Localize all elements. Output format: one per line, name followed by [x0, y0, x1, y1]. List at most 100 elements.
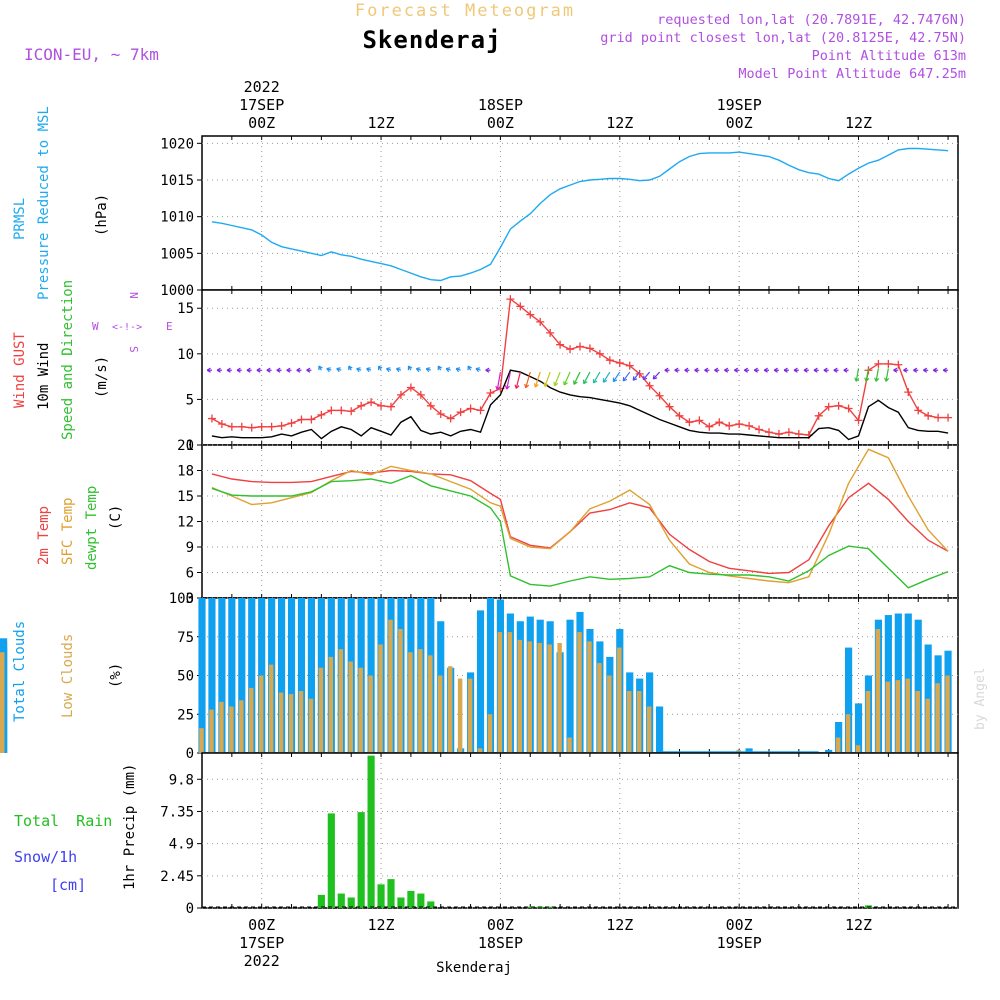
precipitation-bar-rain	[427, 901, 435, 908]
wind-arrow	[855, 368, 860, 382]
wind-arrow-head	[803, 367, 808, 373]
wind-arrow-head	[407, 365, 413, 371]
gust-point	[347, 407, 356, 416]
clouds-bar-low	[408, 652, 413, 753]
clouds-bar-total	[307, 598, 316, 753]
wind-arrow-head	[612, 377, 618, 383]
gust-point	[685, 418, 694, 427]
clouds-bar-low	[249, 687, 254, 753]
gust-point	[884, 359, 893, 368]
gust-point	[337, 406, 346, 415]
gust-point	[595, 349, 604, 358]
wind-frame	[201, 289, 959, 446]
wind-arrow-head	[296, 367, 301, 373]
gust-point	[745, 421, 754, 430]
wind-arrow	[885, 368, 889, 382]
clouds-bar-total	[297, 598, 306, 753]
gust-point	[814, 411, 823, 420]
wind-arrow-head	[642, 375, 648, 381]
clouds-bar-low	[945, 675, 950, 753]
wind-arrow	[593, 371, 601, 384]
wind-arrow-head	[356, 367, 361, 373]
precipitation-bar-rain	[367, 755, 375, 908]
gust-point	[635, 369, 644, 378]
wind-arrow-head	[377, 365, 383, 371]
gust-point	[277, 421, 286, 430]
wind-arrow-head	[475, 367, 481, 373]
wind-arrow-head	[942, 367, 947, 373]
wind-arrow-head	[326, 367, 331, 373]
point-altitude: Point Altitude 613m	[812, 48, 966, 64]
wind-arrow	[875, 368, 880, 382]
gust-point	[267, 422, 276, 431]
bottom-day-label: 17SEP	[239, 934, 284, 952]
clouds-bar-low	[457, 678, 463, 753]
wind-ytick-label-1: 5	[186, 392, 194, 408]
wind-arrow-head	[336, 367, 341, 373]
precipitation-panel: 0 2.45 4.9 7.35 9.8	[160, 752, 959, 917]
precipitation-bar-rain	[417, 893, 425, 908]
gust-point	[257, 422, 266, 431]
gust-point	[327, 406, 336, 415]
prmsl-label: PRMSL	[12, 198, 28, 240]
gust-point	[396, 390, 405, 399]
wind-panel: 0 5 10 15	[177, 289, 959, 454]
temperature-panel: 3 6 9 12 15 18 21	[177, 438, 959, 607]
gust-point	[735, 420, 744, 429]
snow-label: Snow/1h	[14, 848, 77, 866]
compass-w: W	[92, 320, 99, 333]
wind-arrow-head	[622, 376, 628, 382]
clouds-ytick-label-1: 25	[177, 707, 194, 723]
top-day-label: 19SEP	[717, 96, 762, 114]
wind-arrow	[652, 371, 661, 380]
top-hour-label: 12Z	[845, 114, 872, 132]
clouds-bar-low	[298, 691, 304, 753]
clouds-bar-low	[905, 678, 911, 753]
gust-point	[377, 401, 386, 410]
clouds-bar-low	[288, 694, 294, 753]
wind-line-wind	[211, 369, 949, 441]
gust-point	[755, 425, 764, 434]
pressure-labels: PRMSL Pressure Reduced to MSL (hPa)	[12, 106, 110, 300]
wind-arrow-head	[874, 377, 880, 382]
pressure-ytick-label-0: 1000	[160, 283, 194, 299]
wind-arrow-head	[734, 367, 739, 373]
clouds-bar-low	[199, 728, 204, 753]
clouds-bar-low	[368, 675, 373, 753]
gust-point	[944, 413, 953, 422]
gust-point	[536, 317, 545, 326]
precipitation-bar-rain	[347, 897, 355, 908]
wind-arrow-head	[724, 367, 729, 373]
pressure-ytick-label-4: 1020	[160, 136, 194, 152]
temperature-ytick-label-2: 9	[186, 540, 194, 556]
precip-axis-label: 1hr Precip (mm)	[122, 764, 138, 890]
temperature-ytick-label-3: 12	[177, 515, 194, 531]
gust-point	[615, 358, 624, 367]
bottom-year-label: 2022	[244, 952, 280, 970]
pressure-panel: 1000 1005 1010 1015 1020	[160, 135, 959, 299]
gust-point	[705, 422, 714, 431]
wind-arrow-head	[366, 367, 371, 373]
clouds-ytick-label-3: 75	[177, 630, 194, 646]
clouds-bar-low	[577, 632, 582, 753]
gust-point	[585, 344, 594, 353]
wind-arrow-head	[415, 367, 421, 373]
wind-arrow-head	[884, 377, 890, 382]
clouds-bar-low	[557, 642, 562, 753]
total-clouds-label: Total Clouds	[12, 621, 28, 722]
clouds-bar-low	[935, 683, 940, 753]
wind-arrow-head	[652, 374, 658, 380]
model-altitude: Model Point Altitude 647.25m	[738, 66, 966, 82]
wind-arrow-head	[306, 367, 311, 373]
clouds-bar-total	[238, 598, 246, 753]
clouds-bar-low	[308, 698, 314, 753]
gust-point	[854, 416, 863, 425]
clouds-bar-low	[895, 680, 901, 753]
gust-point	[834, 401, 843, 410]
clouds-bar-low	[0, 664, 5, 753]
precipitation-ytick-label-1: 2.45	[160, 869, 194, 885]
wind-arrow	[496, 371, 502, 390]
wind-arrow	[534, 371, 541, 388]
top-hour-label: 00Z	[487, 114, 514, 132]
wind-ytick-label-3: 15	[177, 301, 194, 317]
